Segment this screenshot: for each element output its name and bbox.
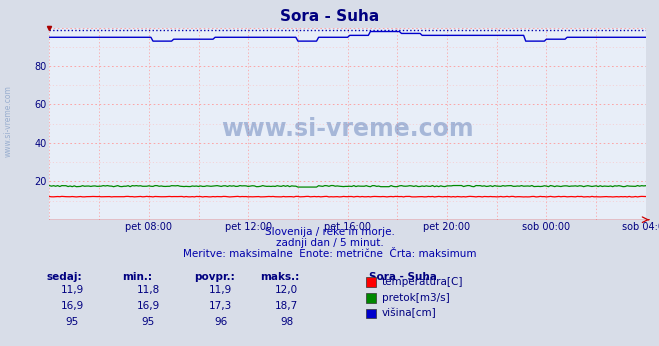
Text: 11,9: 11,9 — [209, 285, 233, 295]
Text: 11,9: 11,9 — [61, 285, 84, 295]
Text: 12,0: 12,0 — [275, 285, 299, 295]
Text: 11,8: 11,8 — [136, 285, 160, 295]
Text: Meritve: maksimalne  Enote: metrične  Črta: maksimum: Meritve: maksimalne Enote: metrične Črta… — [183, 249, 476, 259]
Text: 17,3: 17,3 — [209, 301, 233, 311]
Text: maks.:: maks.: — [260, 272, 300, 282]
Text: 96: 96 — [214, 317, 227, 327]
Text: 18,7: 18,7 — [275, 301, 299, 311]
Text: 16,9: 16,9 — [61, 301, 84, 311]
Text: min.:: min.: — [122, 272, 152, 282]
Text: www.si-vreme.com: www.si-vreme.com — [221, 117, 474, 142]
Text: zadnji dan / 5 minut.: zadnji dan / 5 minut. — [275, 238, 384, 248]
Text: 98: 98 — [280, 317, 293, 327]
Text: Sora - Suha: Sora - Suha — [280, 9, 379, 24]
Text: Slovenija / reke in morje.: Slovenija / reke in morje. — [264, 227, 395, 237]
Text: višina[cm]: višina[cm] — [382, 308, 436, 318]
Text: povpr.:: povpr.: — [194, 272, 235, 282]
Text: 95: 95 — [142, 317, 155, 327]
Text: 16,9: 16,9 — [136, 301, 160, 311]
Text: temperatura[C]: temperatura[C] — [382, 277, 463, 287]
Text: sedaj:: sedaj: — [46, 272, 82, 282]
Text: Sora - Suha: Sora - Suha — [369, 272, 437, 282]
Text: 95: 95 — [66, 317, 79, 327]
Text: pretok[m3/s]: pretok[m3/s] — [382, 293, 449, 302]
Text: www.si-vreme.com: www.si-vreme.com — [3, 85, 13, 157]
